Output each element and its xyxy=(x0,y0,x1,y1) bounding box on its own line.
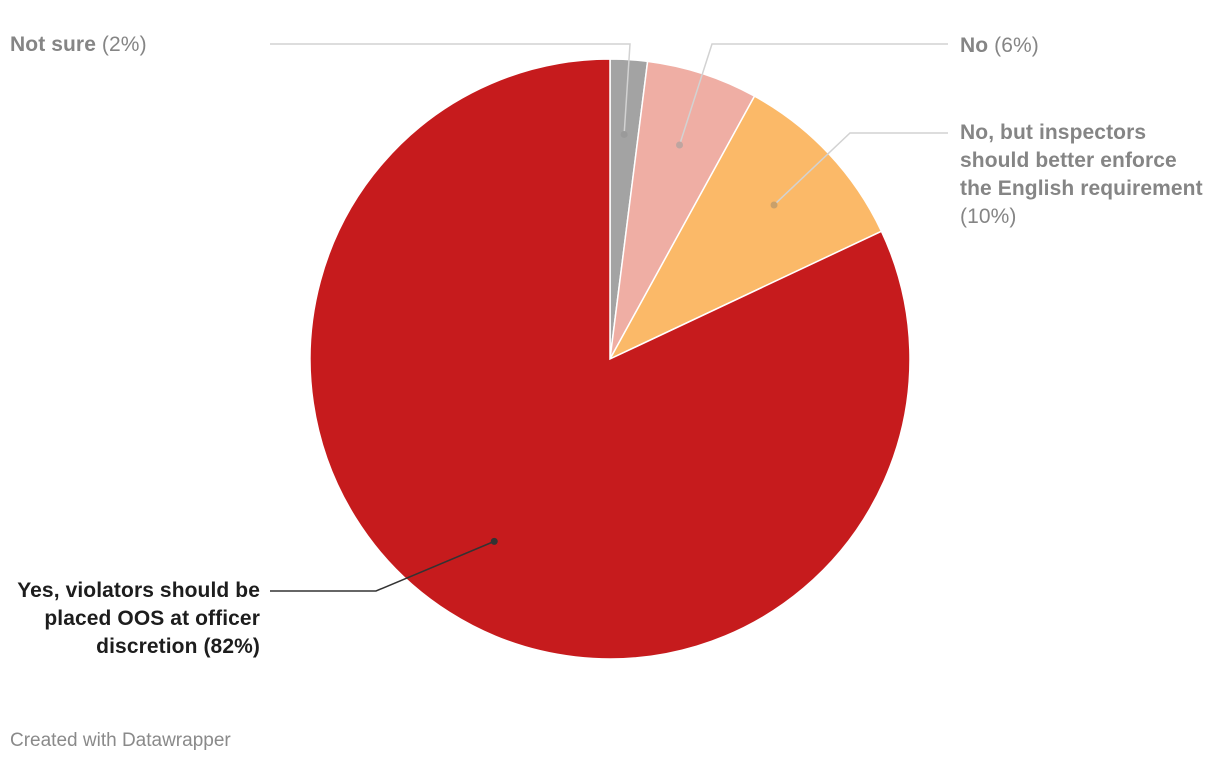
leader-dot-1 xyxy=(676,141,684,149)
leader-line-2 xyxy=(773,132,948,206)
label-no: No (6%) xyxy=(960,32,1039,60)
label-not-sure-name: Not sure xyxy=(10,33,96,56)
leader-dot-2 xyxy=(770,201,778,209)
leader-line-0 xyxy=(270,43,631,135)
label-no-percent: (6%) xyxy=(994,34,1039,57)
label-no-name: No xyxy=(960,34,989,57)
label-yes: Yes, violators should be placed OOS at o… xyxy=(10,577,260,661)
leader-dot-3 xyxy=(490,537,498,545)
label-not-sure-percent: (2%) xyxy=(101,33,147,56)
label-no-but-inspectors-name: No, but inspectors should better enforce… xyxy=(960,121,1203,200)
label-no-but-inspectors-percent: (10%) xyxy=(960,205,1017,228)
pie-slices xyxy=(309,58,911,660)
leader-line-3 xyxy=(270,540,495,592)
label-no-but-inspectors: No, but inspectors should better enforce… xyxy=(960,119,1210,231)
leader-lines xyxy=(270,43,948,592)
label-not-sure: Not sure (2%) xyxy=(10,31,147,59)
leader-line-1 xyxy=(678,43,948,146)
pie-slice-3 xyxy=(309,58,911,660)
leader-dot-0 xyxy=(620,130,628,138)
label-yes-percent: (82%) xyxy=(203,635,260,658)
footer-credit: Created with Datawrapper xyxy=(10,730,231,751)
label-yes-name: Yes, violators should be placed OOS at o… xyxy=(17,579,260,658)
